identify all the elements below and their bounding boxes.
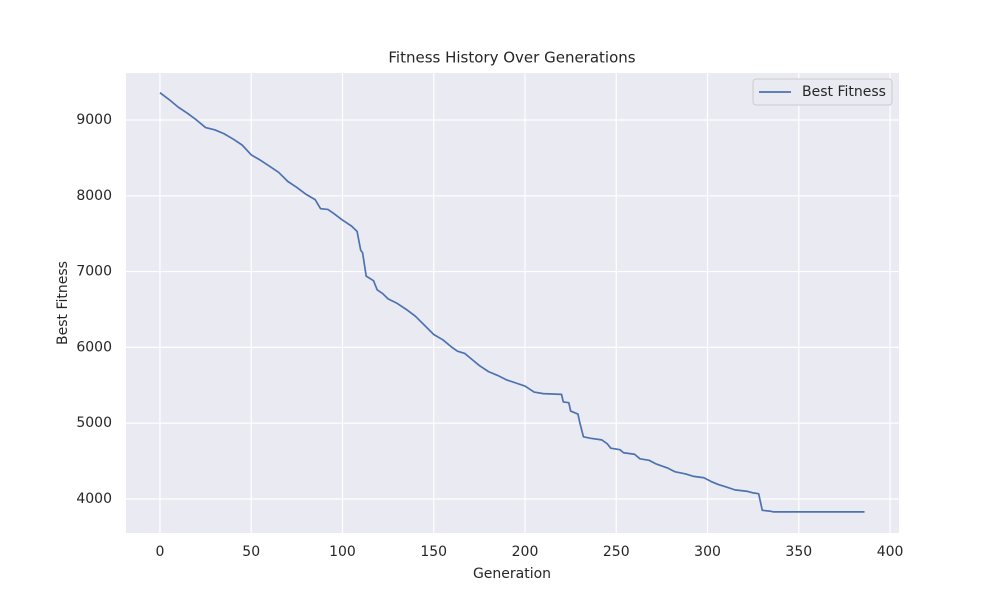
x-axis-label: Generation bbox=[473, 566, 551, 582]
y-axis-label: Best Fitness bbox=[55, 261, 71, 345]
data-line bbox=[159, 92, 865, 513]
x-tick-label: 400 bbox=[877, 544, 904, 560]
y-tick-label: 6000 bbox=[76, 339, 112, 355]
legend-box bbox=[752, 78, 893, 106]
x-tick-label: 150 bbox=[420, 544, 447, 560]
x-tick-label: 100 bbox=[329, 544, 356, 560]
y-tick-label: 4000 bbox=[76, 491, 112, 507]
plot-area bbox=[126, 73, 899, 533]
y-tick-label: 8000 bbox=[76, 188, 112, 204]
x-tick-label: 0 bbox=[155, 544, 164, 560]
x-tick-label: 200 bbox=[512, 544, 539, 560]
x-tick-label: 300 bbox=[694, 544, 721, 560]
legend-label: Best Fitness bbox=[802, 84, 886, 100]
chart-title: Fitness History Over Generations bbox=[388, 49, 635, 67]
y-tick-label: 7000 bbox=[76, 264, 112, 280]
x-tick-label: 350 bbox=[785, 544, 812, 560]
y-tick-label: 5000 bbox=[76, 415, 112, 431]
y-tick-label: 9000 bbox=[76, 112, 112, 128]
x-tick-label: 250 bbox=[603, 544, 630, 560]
x-tick-label: 50 bbox=[242, 544, 260, 560]
